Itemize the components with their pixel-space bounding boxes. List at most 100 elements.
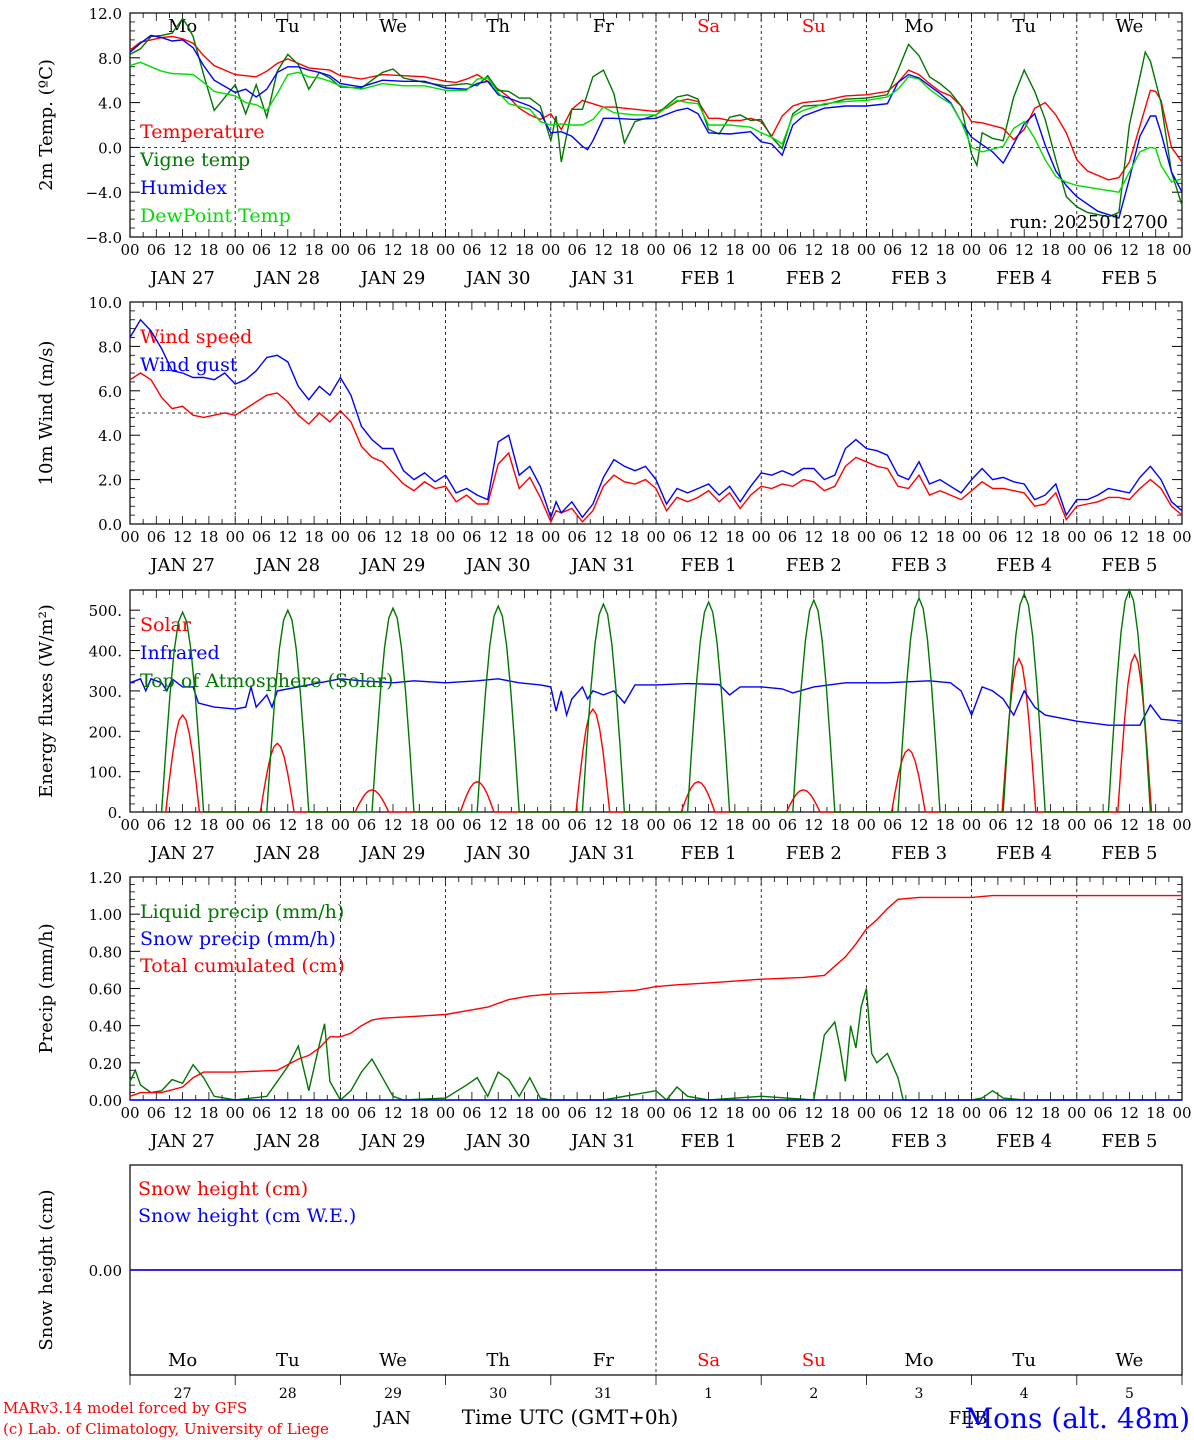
hour-tick-label: 06 [1094, 816, 1113, 834]
legend-entry: Total cumulated (cm) [140, 955, 345, 977]
legend-entry: Vigne temp [139, 149, 250, 171]
hour-tick-label: 00 [436, 816, 455, 834]
date-label: JAN 30 [464, 1131, 531, 1152]
y-tick-label: 500. [89, 602, 122, 620]
hour-tick-label: 00 [226, 528, 245, 546]
y-tick-label: 300. [89, 683, 122, 701]
hour-tick-label: 00 [1067, 241, 1086, 259]
day-name-label: Fr [593, 16, 614, 37]
y-axis-label: Snow height (cm) [36, 1189, 57, 1350]
day-number-label: 4 [1020, 1386, 1029, 1402]
hour-tick-label: 18 [1146, 1104, 1165, 1122]
credit-line-2: (c) Lab. of Climatology, University of L… [3, 1420, 329, 1438]
hour-tick-label: 12 [804, 241, 823, 259]
date-label: FEB 4 [996, 1131, 1052, 1152]
date-label: FEB 5 [1101, 1131, 1157, 1152]
date-label: JAN 31 [569, 843, 636, 864]
hour-tick-label: 06 [357, 241, 376, 259]
hour-tick-label: 00 [752, 1104, 771, 1122]
series-line [129, 35, 1183, 181]
hour-tick-label: 12 [594, 816, 613, 834]
date-label: FEB 4 [996, 555, 1052, 576]
hour-tick-label: 06 [357, 528, 376, 546]
date-label: JAN 29 [359, 268, 426, 289]
date-label: FEB 1 [681, 555, 737, 576]
hour-tick-label: 12 [383, 528, 402, 546]
hour-tick-label: 18 [305, 241, 324, 259]
hour-tick-label: 06 [252, 816, 271, 834]
hour-tick-label: 12 [173, 241, 192, 259]
date-label: FEB 3 [891, 843, 947, 864]
date-label: JAN 30 [464, 268, 531, 289]
hour-tick-label: 18 [831, 241, 850, 259]
hour-tick-label: 18 [515, 816, 534, 834]
day-number-label: 3 [915, 1386, 924, 1402]
date-label: JAN 30 [464, 843, 531, 864]
hour-tick-label: 06 [568, 241, 587, 259]
panel-5: 0.00 Snow height (cm) Mo Tu We Th Fr Sa Su Mo Tu We… [36, 1164, 1183, 1402]
date-label: FEB 1 [681, 843, 737, 864]
hour-tick-label: 18 [936, 1104, 955, 1122]
hour-tick-label: 12 [383, 816, 402, 834]
hour-tick-label: 18 [1041, 816, 1060, 834]
hour-tick-label: 12 [594, 241, 613, 259]
date-label: FEB 2 [786, 1131, 842, 1152]
hour-tick-label: 18 [725, 1104, 744, 1122]
hour-tick-label: 12 [909, 816, 928, 834]
month-feb: FEB [949, 1408, 988, 1429]
series-line [129, 318, 1183, 520]
hour-tick-label: 00 [646, 528, 665, 546]
hour-tick-label: 00 [1172, 1104, 1191, 1122]
legend-entry: Top of Atmosphere (Solar) [140, 670, 393, 692]
hour-tick-label: 12 [173, 1104, 192, 1122]
date-label: FEB 5 [1101, 268, 1157, 289]
hour-tick-label: 12 [1120, 816, 1139, 834]
date-label: JAN 29 [359, 1131, 426, 1152]
hour-tick-label: 06 [357, 816, 376, 834]
date-label: FEB 4 [996, 268, 1052, 289]
hour-tick-label: 00 [1172, 816, 1191, 834]
date-label: JAN 31 [569, 268, 636, 289]
hour-tick-label: 12 [699, 241, 718, 259]
y-tick-label: 0.00 [89, 1262, 122, 1280]
hour-tick-label: 00 [857, 241, 876, 259]
series-line [129, 677, 1183, 726]
hour-tick-label: 00 [1067, 528, 1086, 546]
y-tick-label: 6.0 [98, 383, 122, 401]
date-label: JAN 29 [359, 555, 426, 576]
hour-tick-label: 12 [1015, 528, 1034, 546]
hour-tick-label: 12 [1120, 241, 1139, 259]
date-label: FEB 3 [891, 555, 947, 576]
y-tick-label: 4.0 [98, 95, 122, 113]
hour-tick-label: 12 [383, 241, 402, 259]
hour-tick-label: 12 [804, 1104, 823, 1122]
day-name-label: We [379, 16, 407, 37]
date-label: JAN 28 [254, 1131, 321, 1152]
legend-entry: Humidex [140, 177, 227, 199]
y-axis-label: 2m Temp. (ºC) [36, 59, 57, 191]
hour-tick-label: 00 [962, 816, 981, 834]
hour-tick-label: 00 [752, 241, 771, 259]
hour-tick-label: 06 [147, 528, 166, 546]
legend-entry: Snow height (cm) [138, 1178, 308, 1200]
y-tick-label: −8.0 [86, 229, 122, 247]
series-line [159, 588, 1153, 813]
hour-tick-label: 18 [305, 528, 324, 546]
hour-tick-label: 00 [752, 528, 771, 546]
day-name-label: We [1116, 1350, 1144, 1371]
hour-tick-label: 06 [147, 1104, 166, 1122]
hour-tick-label: 06 [462, 241, 481, 259]
y-axis-label: Precip (mm/h) [36, 923, 57, 1053]
hour-tick-label: 18 [936, 816, 955, 834]
hour-tick-label: 00 [331, 241, 350, 259]
hour-tick-label: 06 [883, 241, 902, 259]
hour-tick-label: 18 [831, 1104, 850, 1122]
date-label: FEB 2 [786, 268, 842, 289]
hour-tick-label: 06 [778, 816, 797, 834]
hour-tick-label: 18 [1146, 241, 1165, 259]
day-name-label: Sa [697, 16, 720, 37]
hour-tick-label: 06 [252, 241, 271, 259]
hour-tick-label: 12 [1120, 1104, 1139, 1122]
hour-tick-label: 18 [620, 1104, 639, 1122]
